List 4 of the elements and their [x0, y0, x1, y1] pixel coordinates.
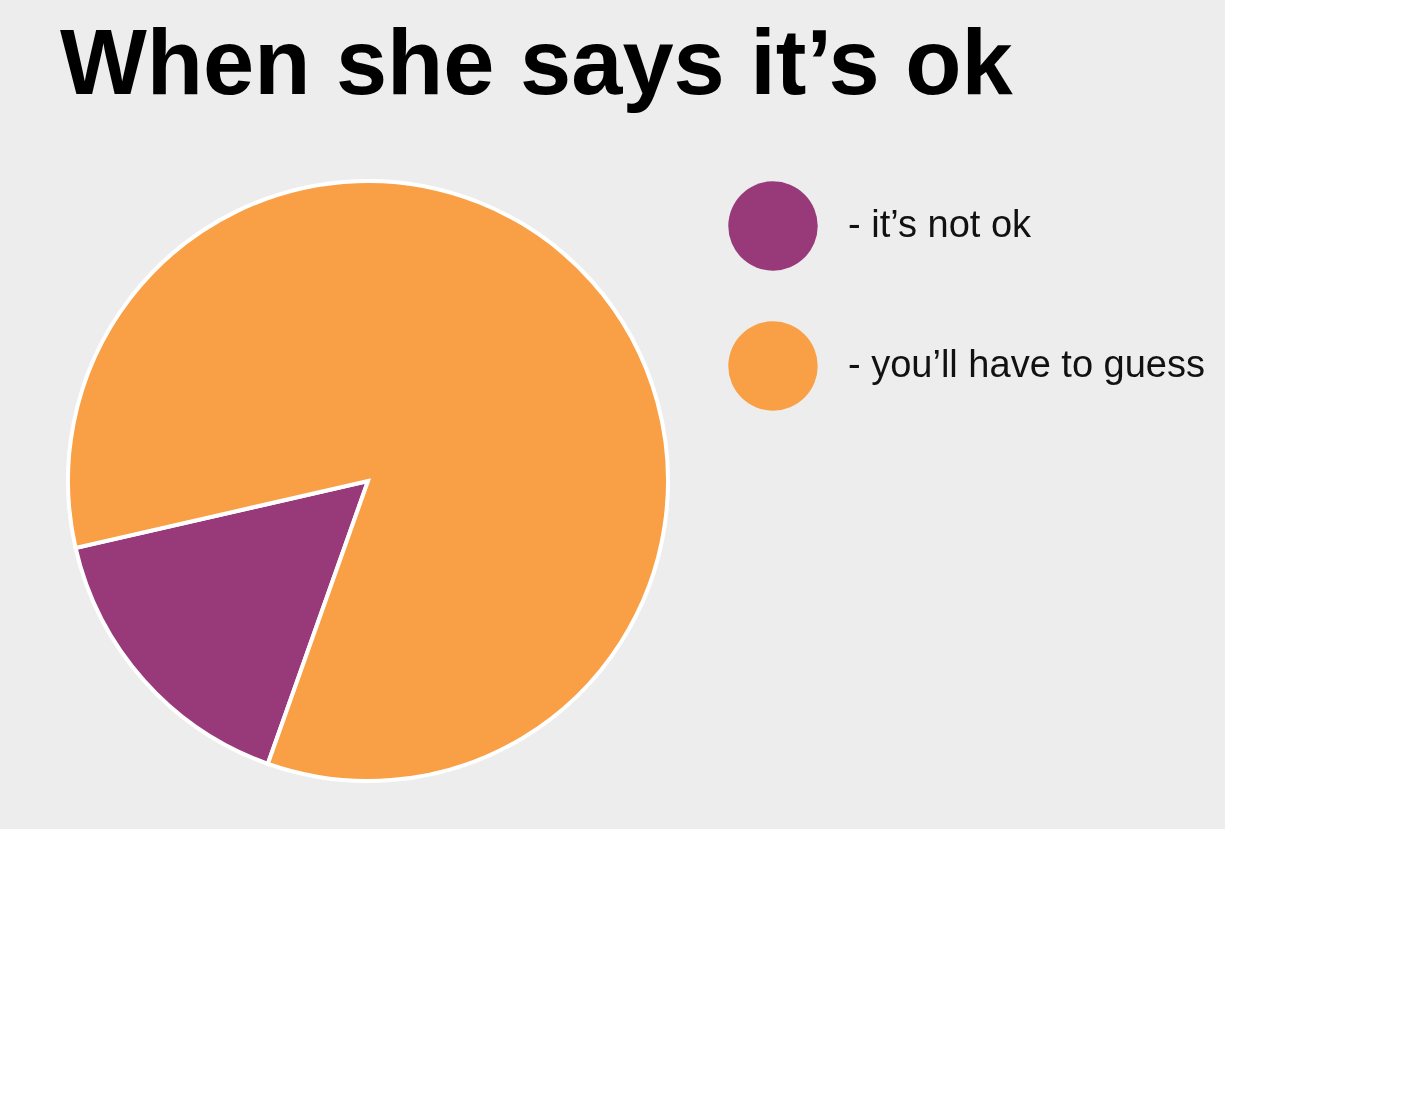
legend-label: - you’ll have to guess [848, 343, 1205, 385]
chart-title: When she says it’s ok [60, 11, 1014, 113]
legend-label: - it’s not ok [848, 203, 1033, 245]
pie-slice [66, 179, 670, 783]
